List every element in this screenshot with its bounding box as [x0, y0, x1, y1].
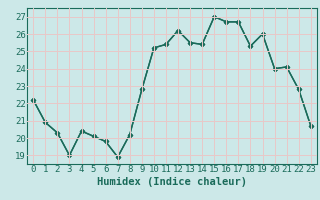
- X-axis label: Humidex (Indice chaleur): Humidex (Indice chaleur): [97, 177, 247, 187]
